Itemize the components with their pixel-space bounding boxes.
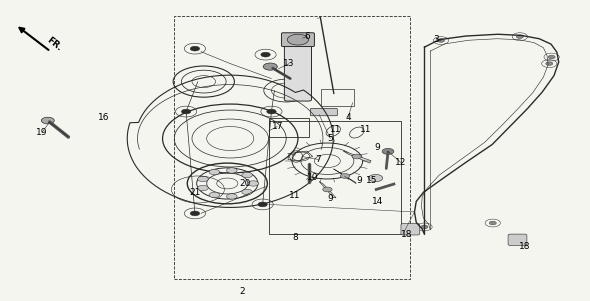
Circle shape: [489, 221, 496, 225]
Circle shape: [352, 154, 362, 159]
Circle shape: [437, 39, 444, 42]
Text: 15: 15: [366, 176, 377, 185]
Text: 13: 13: [283, 59, 295, 68]
Circle shape: [198, 185, 208, 191]
FancyBboxPatch shape: [508, 234, 527, 246]
Circle shape: [287, 34, 309, 45]
FancyBboxPatch shape: [281, 33, 314, 47]
Circle shape: [258, 202, 267, 207]
Text: 5: 5: [327, 134, 333, 143]
Text: 21: 21: [189, 188, 201, 197]
Text: 7: 7: [316, 155, 322, 164]
Circle shape: [369, 175, 383, 182]
Text: 9: 9: [357, 176, 363, 185]
Circle shape: [248, 181, 258, 186]
Circle shape: [242, 189, 253, 195]
Bar: [268, 118, 309, 137]
Text: 11: 11: [360, 125, 371, 134]
Circle shape: [382, 148, 394, 154]
Circle shape: [41, 117, 54, 124]
FancyBboxPatch shape: [310, 109, 337, 116]
Circle shape: [340, 174, 350, 178]
Bar: [268, 120, 401, 234]
Polygon shape: [333, 169, 356, 184]
Circle shape: [190, 46, 199, 51]
Circle shape: [261, 52, 270, 57]
Text: 9: 9: [327, 194, 333, 203]
Text: 14: 14: [372, 197, 383, 206]
Circle shape: [209, 192, 219, 197]
Text: 8: 8: [292, 233, 298, 242]
Circle shape: [227, 168, 237, 173]
Text: FR.: FR.: [45, 36, 63, 53]
Text: 16: 16: [98, 113, 110, 122]
Circle shape: [548, 55, 555, 59]
Text: 9: 9: [375, 143, 381, 152]
Polygon shape: [343, 151, 371, 163]
Text: 11: 11: [330, 125, 342, 134]
Circle shape: [263, 63, 277, 70]
Text: 4: 4: [345, 113, 351, 122]
Text: 6: 6: [304, 32, 310, 41]
Circle shape: [242, 172, 253, 178]
Bar: [174, 16, 410, 279]
FancyBboxPatch shape: [401, 224, 420, 235]
Bar: [322, 89, 354, 106]
Circle shape: [227, 194, 237, 199]
Circle shape: [421, 225, 428, 229]
Circle shape: [190, 211, 199, 216]
Circle shape: [181, 109, 191, 114]
Text: 20: 20: [240, 179, 251, 188]
Circle shape: [546, 62, 553, 65]
Circle shape: [267, 109, 276, 114]
Circle shape: [516, 35, 523, 39]
Circle shape: [198, 176, 208, 182]
Text: 17: 17: [271, 122, 283, 131]
Text: 3: 3: [434, 35, 439, 44]
Text: 11: 11: [289, 191, 301, 200]
FancyBboxPatch shape: [284, 38, 312, 101]
Polygon shape: [319, 182, 336, 198]
Text: 18: 18: [519, 242, 530, 251]
Text: 19: 19: [36, 128, 48, 137]
Circle shape: [209, 169, 219, 175]
Circle shape: [323, 187, 332, 192]
Text: 2: 2: [239, 287, 245, 296]
Text: 18: 18: [401, 230, 412, 239]
Text: 10: 10: [307, 173, 319, 182]
Text: 12: 12: [395, 158, 407, 167]
